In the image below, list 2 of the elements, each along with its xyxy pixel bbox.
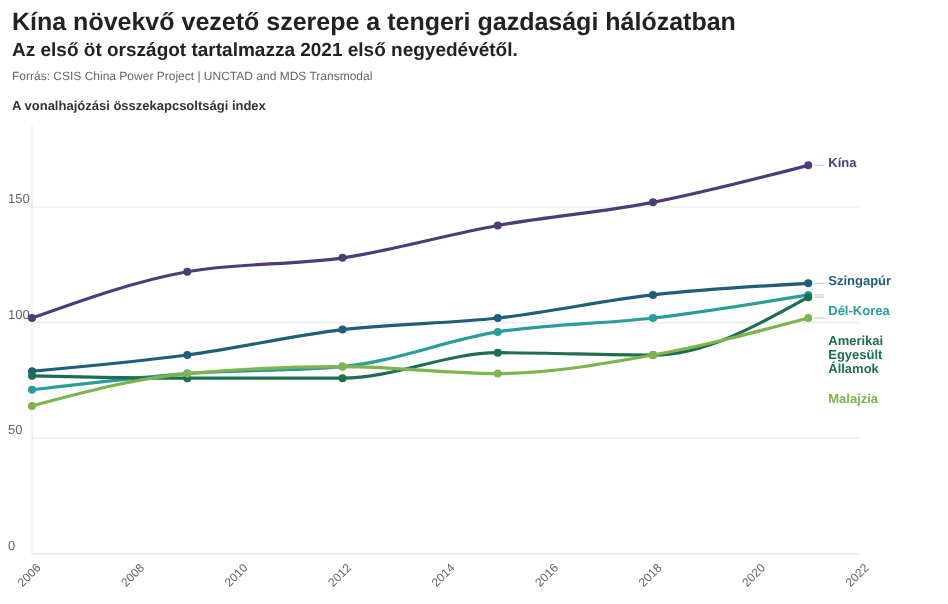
chart-title: Kína növekvő vezető szerepe a tengeri gazdasági hálózatban [12, 8, 736, 36]
chart-subtitle: Az első öt országot tartalmazza 2021 első negyedévétől. [12, 40, 518, 62]
